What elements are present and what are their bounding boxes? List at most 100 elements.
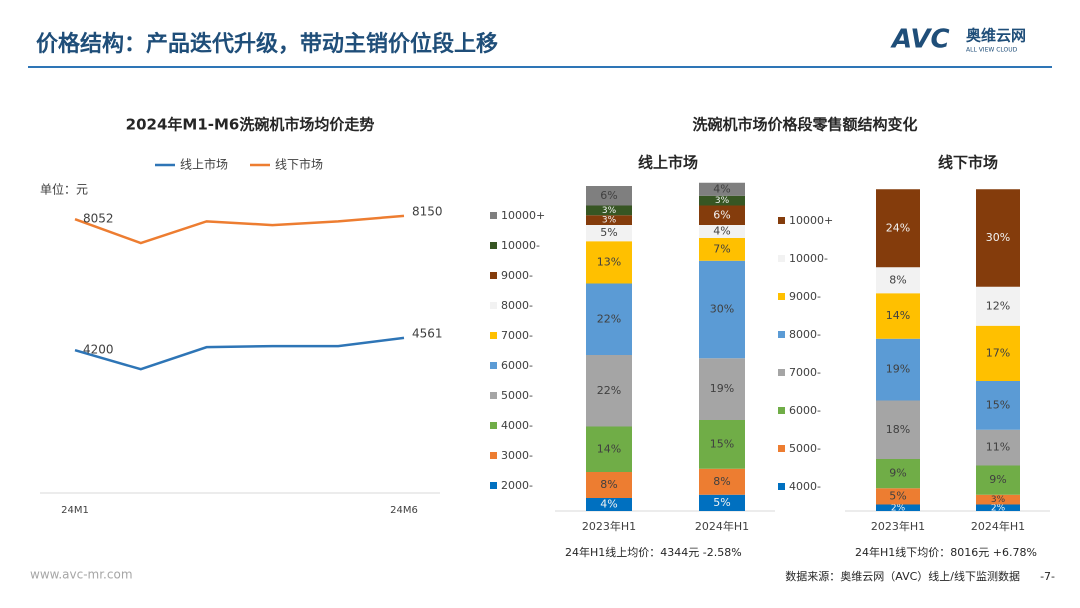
bar-segment bbox=[699, 260, 745, 359]
bar-segment bbox=[699, 420, 745, 469]
data-label: 18% bbox=[886, 423, 910, 436]
bar-segment bbox=[976, 465, 1020, 495]
data-label: 4% bbox=[713, 182, 730, 195]
data-label: 3% bbox=[602, 216, 617, 226]
data-label: 9% bbox=[989, 473, 1006, 486]
bar-segment bbox=[876, 488, 920, 505]
legend-swatch bbox=[490, 362, 497, 369]
bar-segment bbox=[876, 189, 920, 268]
data-label: 5% bbox=[713, 496, 730, 509]
logo-cn: 奥维云网 bbox=[966, 27, 1026, 45]
legend-label: 9000- bbox=[789, 290, 821, 303]
bar-segment bbox=[976, 189, 1020, 287]
legend-label: 10000- bbox=[789, 252, 828, 265]
chart-title: 线上市场 bbox=[638, 154, 698, 172]
data-label: 7% bbox=[713, 242, 730, 255]
data-label: 17% bbox=[986, 346, 1010, 359]
legend-swatch bbox=[490, 422, 497, 429]
bar-segment bbox=[976, 504, 1020, 511]
chart-note: 24年H1线下均价：8016元 +6.78% bbox=[855, 545, 1037, 559]
bar-segment bbox=[699, 225, 745, 238]
logo-en: ALL VIEW CLOUD bbox=[966, 47, 1018, 54]
bar-segment bbox=[976, 494, 1020, 505]
bar-segment bbox=[699, 205, 745, 225]
x-tick-label: 2023年H1 bbox=[871, 519, 925, 533]
bar-segment bbox=[586, 225, 632, 242]
legend-label: 4000- bbox=[789, 480, 821, 493]
unit-label: 单位：元 bbox=[40, 182, 88, 197]
legend-label: 10000+ bbox=[501, 209, 545, 222]
footer-url: www.avc-mr.com bbox=[30, 568, 133, 582]
legend-swatch bbox=[490, 272, 497, 279]
legend-label: 2000- bbox=[501, 479, 533, 492]
legend-swatch bbox=[490, 242, 497, 249]
data-label: 5% bbox=[600, 226, 617, 239]
bar-segment bbox=[976, 381, 1020, 430]
legend-swatch bbox=[778, 293, 785, 300]
data-label: 4200 bbox=[83, 343, 114, 357]
legend-swatch bbox=[490, 302, 497, 309]
data-label: 19% bbox=[886, 363, 910, 376]
data-label: 14% bbox=[597, 442, 621, 455]
chart-title: 2024年M1-M6洗碗机市场均价走势 bbox=[126, 116, 375, 134]
bar-segment bbox=[976, 325, 1020, 381]
bar-segment bbox=[876, 338, 920, 401]
bar-segment bbox=[586, 498, 632, 511]
legend-swatch bbox=[778, 407, 785, 414]
line-series bbox=[74, 214, 405, 245]
bar-segment bbox=[586, 426, 632, 472]
data-label: 5% bbox=[889, 489, 906, 502]
legend-label: 7000- bbox=[501, 329, 533, 342]
data-label: 22% bbox=[597, 312, 621, 325]
data-label: 24% bbox=[886, 221, 910, 234]
bar-segment bbox=[699, 468, 745, 495]
bar-segment bbox=[699, 182, 745, 196]
bar-segment bbox=[586, 472, 632, 498]
x-tick-label: 2024年H1 bbox=[971, 519, 1025, 533]
legend-swatch bbox=[490, 482, 497, 489]
bar-segment bbox=[699, 195, 745, 206]
slide-title: 价格结构：产品迭代升级，带动主销价位段上移 bbox=[36, 31, 498, 57]
logo: AVC bbox=[890, 25, 950, 55]
bar-segment bbox=[586, 283, 632, 355]
data-label: 4% bbox=[600, 498, 617, 511]
page-number: -7- bbox=[1040, 570, 1055, 583]
legend-label: 6000- bbox=[501, 359, 533, 372]
bar-segment bbox=[699, 358, 745, 420]
bar-segment bbox=[586, 241, 632, 284]
legend-swatch bbox=[778, 331, 785, 338]
data-label: 4561 bbox=[412, 326, 443, 340]
data-label: 11% bbox=[986, 441, 1010, 454]
bar-segment bbox=[976, 429, 1020, 466]
chart-title: 线下市场 bbox=[938, 154, 998, 172]
legend-label: 5000- bbox=[501, 389, 533, 402]
data-label: 14% bbox=[886, 309, 910, 322]
data-label: 6% bbox=[713, 208, 730, 221]
legend-label: 3000- bbox=[501, 449, 533, 462]
data-label: 3% bbox=[715, 196, 730, 206]
data-label: 9% bbox=[889, 467, 906, 480]
legend-label: 9000- bbox=[501, 269, 533, 282]
bar-segment bbox=[586, 186, 632, 206]
x-tick-label: 24M6 bbox=[390, 505, 418, 516]
bar-segment bbox=[699, 494, 745, 511]
legend-label: 线下市场 bbox=[275, 157, 323, 172]
data-label: 2% bbox=[991, 503, 1006, 513]
line-series bbox=[74, 336, 405, 371]
bar-segment bbox=[876, 293, 920, 339]
data-label: 3% bbox=[991, 495, 1006, 505]
data-label: 22% bbox=[597, 384, 621, 397]
bar-segment bbox=[586, 205, 632, 216]
bar-segment bbox=[586, 355, 632, 427]
data-label: 19% bbox=[710, 382, 734, 395]
data-label: 8% bbox=[713, 475, 730, 488]
legend-swatch bbox=[778, 445, 785, 452]
x-tick-label: 2023年H1 bbox=[582, 519, 636, 533]
structure-title: 洗碗机市场价格段零售额结构变化 bbox=[692, 116, 917, 134]
legend-swatch bbox=[778, 255, 785, 262]
legend-label: 7000- bbox=[789, 366, 821, 379]
legend-label: 8000- bbox=[501, 299, 533, 312]
legend-swatch bbox=[490, 392, 497, 399]
data-label: 6% bbox=[600, 189, 617, 202]
